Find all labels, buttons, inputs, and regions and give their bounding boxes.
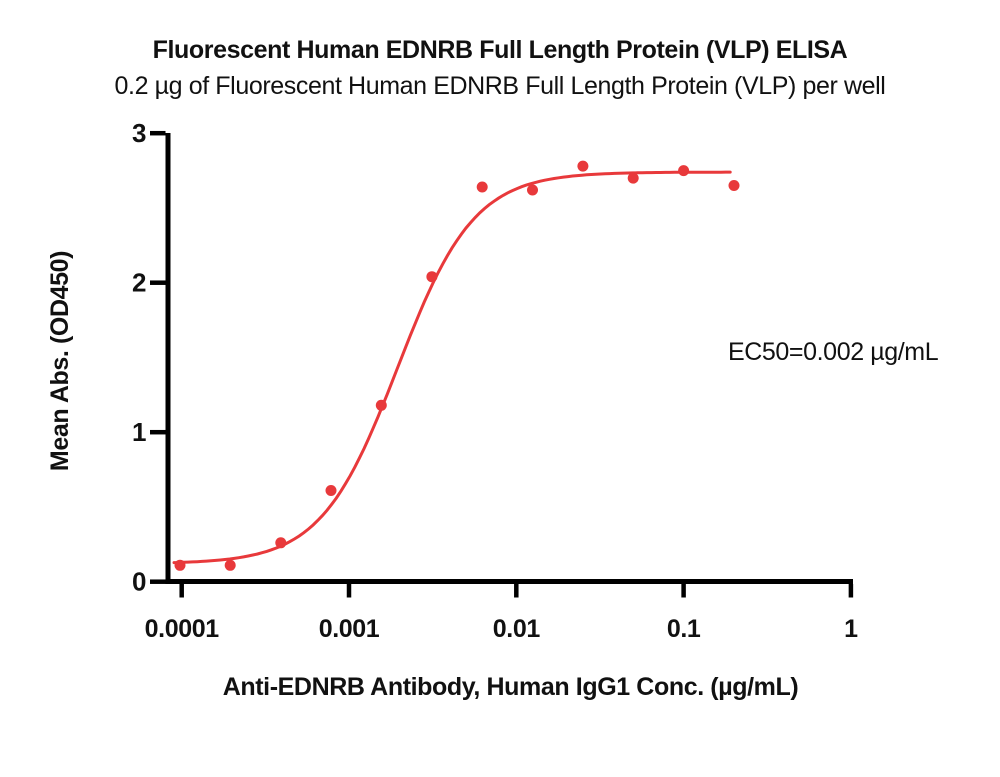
data-point (174, 559, 186, 571)
chart-subtitle: 0.2 µg of Fluorescent Human EDNRB Full L… (114, 72, 886, 100)
data-point (476, 181, 488, 193)
x-tick-label: 0.1 (667, 615, 701, 643)
ec50-annotation: EC50=0.002 µg/mL (728, 338, 939, 366)
y-tick-label: 0 (132, 567, 146, 597)
data-point (728, 180, 740, 191)
data-point (375, 399, 387, 411)
data-point (224, 559, 236, 571)
data-point (678, 165, 690, 177)
x-tick-label: 0.0001 (145, 615, 220, 643)
y-tick-label: 1 (132, 417, 146, 447)
y-tick-label: 3 (132, 118, 146, 148)
data-point (275, 537, 287, 549)
y-tick-label: 2 (132, 268, 146, 298)
data-point (426, 271, 438, 283)
x-tick-label: 0.001 (319, 615, 380, 643)
x-axis-title: Anti-EDNRB Antibody, Human IgG1 Conc. (µ… (222, 673, 799, 701)
data-point (527, 184, 538, 196)
data-point (325, 485, 337, 496)
x-tick-label: 1 (844, 615, 858, 643)
fit-curve (172, 170, 732, 565)
chart-title: Fluorescent Human EDNRB Full Length Prot… (152, 36, 848, 64)
data-point (627, 172, 639, 184)
x-tick-label: 0.01 (493, 615, 541, 643)
data-point (577, 160, 589, 172)
